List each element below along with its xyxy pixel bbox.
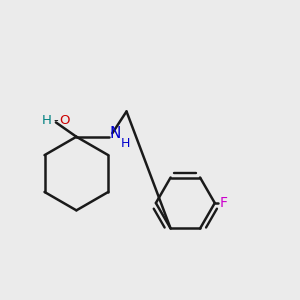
Text: N: N [110,126,121,141]
Text: F: F [220,196,227,210]
Text: -: - [53,113,58,127]
Text: H: H [42,113,52,127]
Text: O: O [60,113,70,127]
Text: H: H [121,137,130,150]
